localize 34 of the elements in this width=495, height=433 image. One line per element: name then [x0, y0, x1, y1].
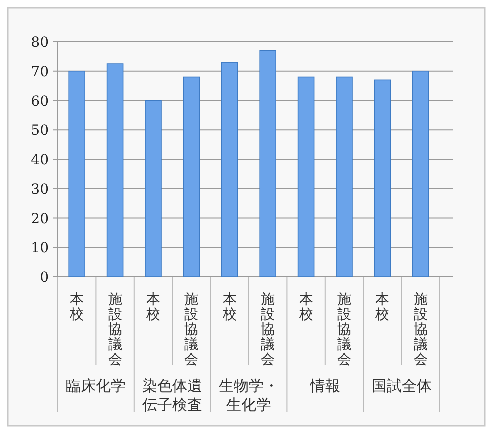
x-tick-label: 本校	[222, 292, 237, 323]
y-tick-label: 70	[31, 64, 49, 80]
text: 生物学・生化学	[218, 377, 280, 415]
x-tick-label: 本校	[298, 292, 314, 323]
y-tick-label: 80	[31, 35, 49, 51]
bar	[183, 76, 200, 278]
y-tick-label: 0	[40, 270, 49, 286]
bar	[260, 50, 276, 278]
x-tick-label: 施設協議会	[338, 292, 352, 368]
y-tick-label: 50	[31, 123, 49, 140]
x-tick-label: 本校	[69, 292, 84, 323]
text: 国試全体	[370, 377, 433, 396]
bar	[412, 70, 430, 278]
y-tick-label: 60	[31, 94, 49, 110]
x-tick-label: 施設協議会	[108, 292, 122, 368]
x-tick-label: 施設協議会	[184, 292, 199, 368]
y-tick-label: 30	[31, 182, 49, 198]
y-tick-label: 20	[31, 211, 49, 228]
text: 臨床化学	[65, 377, 128, 396]
y-tick-label: 40	[31, 152, 49, 168]
x-tick-label: 本校	[374, 292, 390, 323]
bar	[298, 76, 315, 278]
bar	[374, 80, 392, 278]
bar	[336, 76, 353, 278]
x-tick-label: 施設協議会	[261, 292, 276, 368]
y-tick-label: 10	[31, 240, 49, 257]
bar	[145, 100, 162, 278]
text: 染色体遺伝子検査	[142, 377, 204, 415]
x-tick-label: 本校	[146, 292, 160, 323]
bar	[222, 62, 238, 278]
bar	[68, 70, 86, 278]
bar	[106, 64, 124, 278]
text: 情報	[309, 377, 342, 396]
x-tick-label: 施設協議会	[414, 292, 428, 368]
